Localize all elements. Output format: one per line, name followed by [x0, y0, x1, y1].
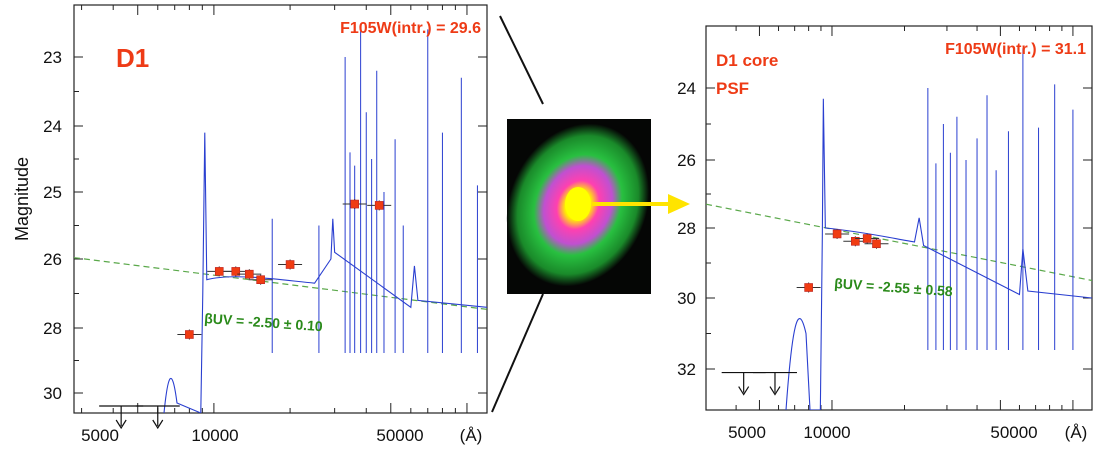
photometry-point — [285, 260, 295, 269]
magnitude-annotation: F105W(intr.) = 31.1 — [945, 41, 1086, 58]
y-tick-label: 24 — [677, 79, 696, 98]
photometry-point — [851, 237, 860, 246]
y-tick-label: 24 — [43, 117, 62, 136]
photometry-point — [185, 330, 194, 339]
magnitude-annotation: F105W(intr.) = 29.6 — [340, 20, 481, 37]
object-label: D1 core — [716, 51, 778, 70]
photometry-point — [245, 269, 254, 279]
galaxy-core — [565, 187, 591, 221]
chart-panel-right: 24 26 28 30 32 5000 10000 50000 (Å) D1 core PSF F10… — [677, 25, 1093, 442]
zoom-connector — [499, 15, 544, 105]
x-tick-label: 5000 — [81, 426, 119, 445]
y-tick-label: 30 — [43, 384, 62, 403]
photometry-point — [832, 229, 842, 239]
photometry-point — [862, 234, 872, 243]
x-axis-label: (Å) — [1065, 423, 1088, 442]
y-tick-label: 28 — [677, 219, 696, 238]
plot-area — [706, 48, 1092, 410]
upper-limit-arrowhead — [115, 419, 127, 430]
upper-limit-arrowhead — [152, 419, 164, 430]
plot-frame — [73, 4, 488, 414]
y-tick-label: 23 — [43, 48, 62, 67]
x-tick-label: 10000 — [803, 423, 850, 442]
x-tick-label: 10000 — [191, 426, 238, 445]
model-sed — [785, 98, 1092, 410]
photometry-point — [256, 275, 265, 285]
uv-slope-line — [706, 203, 1092, 282]
plot-frame — [705, 25, 1093, 411]
y-tick-label: 28 — [43, 319, 62, 338]
y-axis-label: Magnitude — [12, 157, 32, 241]
x-tick-label: 5000 — [728, 423, 766, 442]
photometry-point — [804, 283, 813, 292]
y-tick-label: 26 — [677, 151, 696, 170]
model-sed — [163, 132, 487, 413]
plot-area — [74, 29, 487, 413]
photometry-point — [374, 201, 384, 210]
object-sublabel: PSF — [716, 79, 749, 98]
y-tick-label: 25 — [43, 183, 62, 202]
x-axis-label: (Å) — [460, 426, 483, 445]
upper-limit-arrowhead — [738, 386, 750, 396]
photometry-point — [214, 267, 224, 276]
y-tick-label: 26 — [43, 250, 62, 269]
galaxy-image-inset — [491, 15, 690, 413]
object-label: D1 — [116, 43, 149, 73]
upper-limit-arrowhead — [769, 386, 781, 396]
zoom-connector — [491, 293, 544, 413]
photometry-point — [350, 199, 359, 209]
x-tick-label: 50000 — [990, 423, 1037, 442]
chart-panel-left: 23 24 25 26 28 30 5000 10000 50000 (Å) Magnitude D1… — [12, 4, 488, 445]
y-tick-label: 30 — [677, 289, 696, 308]
x-tick-label: 50000 — [376, 426, 423, 445]
photometry-point — [872, 239, 881, 249]
beta-uv-label: βUV = -2.50 ± 0.10 — [204, 310, 324, 334]
core-arrowhead — [668, 194, 690, 214]
photometry-point — [231, 267, 241, 276]
y-tick-label: 32 — [677, 360, 696, 379]
